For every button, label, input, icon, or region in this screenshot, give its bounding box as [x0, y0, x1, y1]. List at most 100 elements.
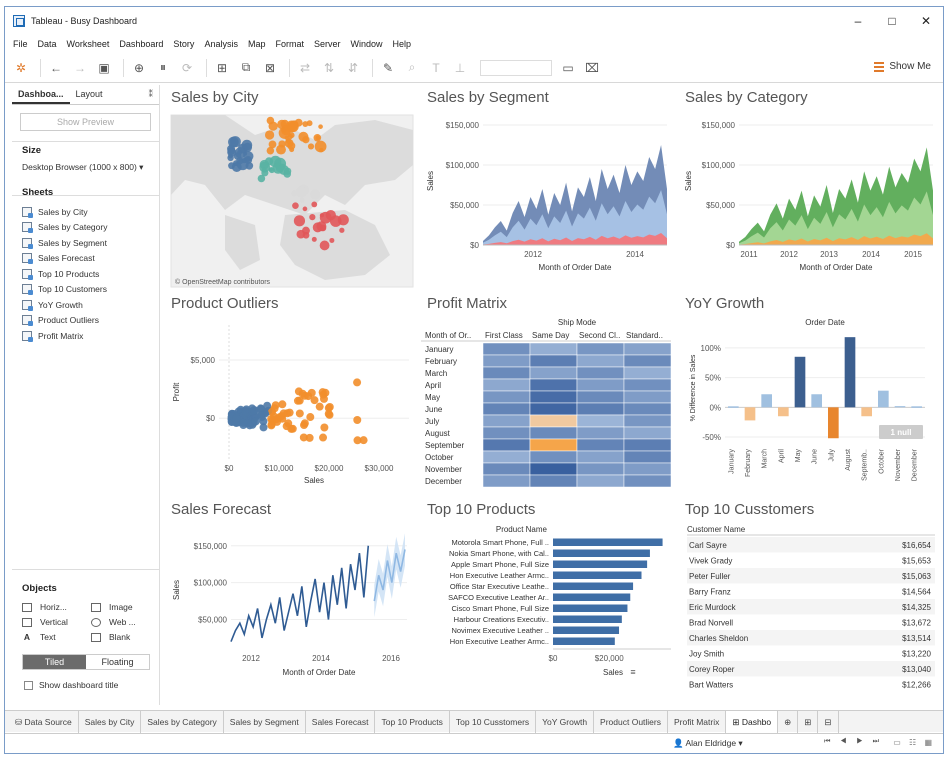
fix-axes-icon[interactable]: ⊥ — [454, 60, 466, 75]
product-bar[interactable] — [553, 571, 642, 580]
view-mode-icons[interactable]: ▭ ☷ ▦ — [893, 738, 935, 747]
heatmap-cell[interactable] — [529, 366, 578, 380]
heatmap-cell[interactable] — [529, 450, 578, 464]
product-bar[interactable] — [553, 582, 634, 591]
tab-product-outliers[interactable]: Product Outliers — [594, 710, 668, 733]
heatmap-cell[interactable] — [576, 366, 625, 380]
heatmap-cell[interactable] — [623, 342, 672, 356]
sort-desc-icon[interactable]: ⇵ — [347, 60, 359, 75]
floating-button[interactable]: Floating — [101, 657, 134, 667]
heatmap-cell[interactable] — [482, 462, 531, 476]
tab-data-source[interactable]: ⛁ Data Source — [5, 710, 79, 733]
panel-profit-matrix[interactable]: Profit Matrix Ship Mode Month of Or.. Firs… — [421, 291, 677, 499]
city-mark[interactable] — [310, 189, 321, 200]
city-mark[interactable] — [266, 116, 275, 125]
swap-icon[interactable]: ⇄ — [299, 60, 311, 75]
show-me-button[interactable]: Show Me — [874, 61, 931, 72]
city-mark[interactable] — [287, 123, 296, 132]
city-mark[interactable] — [236, 158, 249, 171]
new-worksheet-icon[interactable]: ⊕ — [778, 710, 799, 733]
heatmap-cell[interactable] — [529, 390, 578, 404]
scatter-point[interactable] — [320, 423, 329, 432]
heatmap-cell[interactable] — [623, 366, 672, 380]
heatmap-cell[interactable] — [482, 438, 531, 452]
menu-help[interactable]: Help — [392, 39, 412, 49]
new-dashboard-icon[interactable]: ⊞ — [798, 710, 819, 733]
menu-dashboard[interactable]: Dashboard — [119, 39, 164, 49]
heatmap-cell[interactable] — [623, 390, 672, 404]
group-icon[interactable]: ⌕ — [408, 60, 416, 74]
pin-icon[interactable]: ⁑ — [148, 89, 154, 99]
top-10-customers-table[interactable]: Customer Name Carl Sayre $16,654 Vivek Grad… — [679, 497, 941, 707]
city-mark[interactable] — [309, 214, 316, 221]
tab-yoy-growth[interactable]: YoY Growth — [536, 710, 595, 733]
scatter-point[interactable] — [300, 419, 309, 428]
product-bar[interactable] — [553, 538, 663, 547]
heatmap-cell[interactable] — [576, 378, 625, 392]
heatmap-cell[interactable] — [623, 354, 672, 368]
sales-by-segment-chart[interactable]: $0 $50,000 $100,000 $150,000 2012 2014 Month o… — [421, 85, 677, 295]
product-outliers-chart[interactable]: $0 $5,000 $0 $10,000 $20,000 $30,000 Sales Prof… — [165, 291, 417, 499]
scatter-point[interactable] — [315, 402, 324, 411]
tab-top-10-products[interactable]: Top 10 Products — [375, 710, 450, 733]
share-icon[interactable]: ⌧ — [585, 60, 599, 75]
heatmap-cell[interactable] — [623, 450, 672, 464]
city-mark[interactable] — [311, 236, 317, 242]
city-mark[interactable] — [230, 138, 236, 144]
tab-layout[interactable]: Layout — [75, 89, 103, 99]
city-mark[interactable] — [276, 144, 286, 155]
tab-sales-forecast[interactable]: Sales Forecast — [306, 710, 376, 733]
heatmap-cell[interactable] — [576, 426, 625, 440]
product-bar[interactable] — [553, 626, 620, 635]
new-sheet-icon[interactable]: ⊞ — [216, 60, 228, 75]
product-bar[interactable] — [553, 593, 631, 602]
tab-dashboard[interactable]: Dashboa... — [12, 85, 70, 104]
object-image[interactable]: Image — [91, 602, 160, 612]
city-mark[interactable] — [272, 162, 284, 174]
heatmap-cell[interactable] — [529, 462, 578, 476]
heatmap-cell[interactable] — [529, 342, 578, 356]
scatter-point[interactable] — [272, 415, 281, 424]
scatter-point[interactable] — [319, 394, 328, 403]
clear-sheet-icon[interactable]: ⊠ — [264, 60, 276, 75]
scatter-point[interactable] — [353, 416, 362, 425]
city-mark[interactable] — [228, 162, 235, 170]
scatter-point[interactable] — [298, 389, 307, 398]
heatmap-cell[interactable] — [623, 426, 672, 440]
city-mark[interactable] — [307, 143, 315, 150]
heatmap-cell[interactable] — [576, 462, 625, 476]
city-mark[interactable] — [318, 124, 323, 129]
city-mark[interactable] — [293, 215, 306, 227]
sheet-navigation[interactable]: ⏮ ◀ ▶ ⏭ — [824, 738, 883, 745]
sales-forecast-chart[interactable]: $50,000 $100,000 $150,000 2012 2014 2016 Month… — [165, 497, 417, 707]
scatter-point[interactable] — [306, 413, 315, 422]
labels-icon[interactable]: T — [432, 60, 440, 75]
heatmap-cell[interactable] — [576, 354, 625, 368]
city-mark[interactable] — [292, 202, 299, 209]
scatter-point[interactable] — [282, 422, 291, 431]
city-mark[interactable] — [314, 140, 327, 153]
heatmap-cell[interactable] — [623, 402, 672, 416]
city-mark[interactable] — [298, 131, 309, 142]
city-mark[interactable] — [229, 143, 234, 149]
yoy-bar[interactable] — [811, 394, 822, 408]
scatter-point[interactable] — [241, 408, 250, 417]
refresh-icon[interactable]: ⟳ — [181, 60, 193, 75]
scatter-point[interactable] — [293, 396, 302, 405]
minimize-button[interactable]: – — [854, 14, 862, 28]
city-mark[interactable] — [282, 128, 287, 133]
sheet-item-profit-matrix[interactable]: Profit Matrix — [22, 328, 159, 344]
menu-worksheet[interactable]: Worksheet — [66, 39, 110, 49]
yoy-bar[interactable] — [861, 407, 872, 417]
panel-top-10-customers[interactable]: Top 10 Cusstomers Customer Name Carl Sayr… — [679, 497, 941, 707]
sales-by-city-map[interactable]: © OpenStreetMap contributors — [165, 85, 417, 295]
panel-top-10-products[interactable]: Top 10 Products Product Name Motorola Sma… — [421, 497, 677, 707]
tab-sales-by-city[interactable]: Sales by City — [79, 710, 142, 733]
heatmap-cell[interactable] — [482, 390, 531, 404]
city-mark[interactable] — [268, 167, 275, 174]
scatter-point[interactable] — [278, 400, 287, 409]
menu-file[interactable]: File — [13, 39, 28, 49]
menu-window[interactable]: Window — [350, 39, 383, 49]
city-mark[interactable] — [227, 147, 237, 157]
tab-dashboard[interactable]: ⊞ Dashbo — [726, 710, 779, 733]
